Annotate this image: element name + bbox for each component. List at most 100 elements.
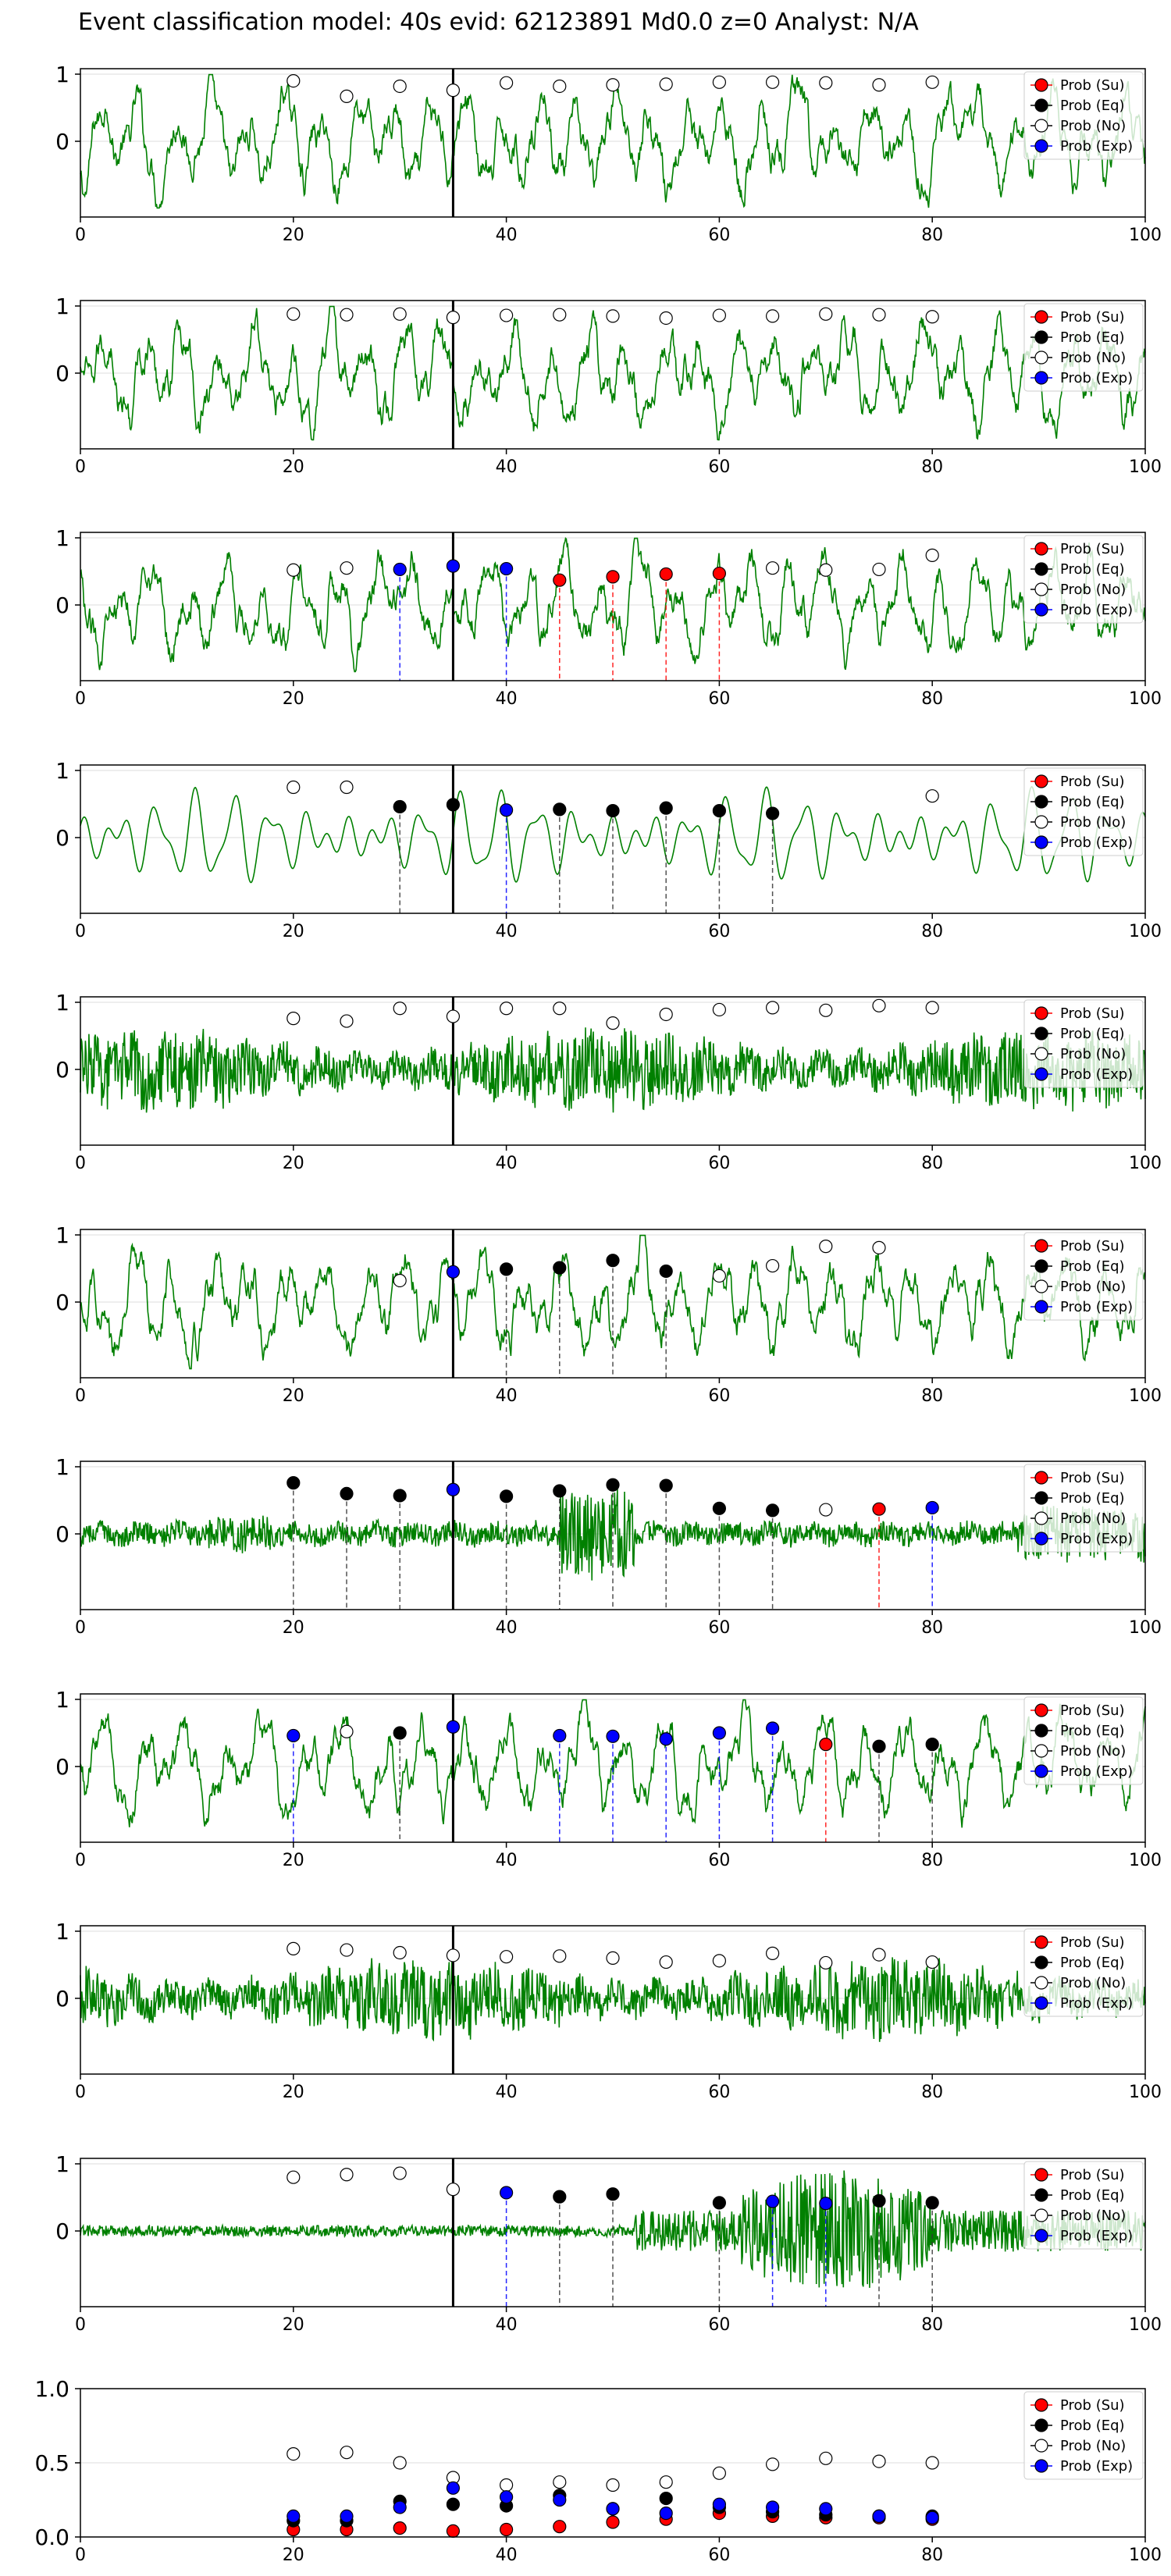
legend-label-exp: Prob (Exp) [1060, 1995, 1133, 2012]
legend-marker-exp [1034, 2229, 1048, 2243]
legend-label-su: Prob (Su) [1060, 1005, 1125, 1022]
legend-label-exp: Prob (Exp) [1060, 1531, 1133, 1547]
prob-marker-no [765, 561, 780, 575]
legend-label-su: Prob (Su) [1060, 309, 1125, 326]
legend-marker-eq [1034, 562, 1048, 576]
legend-marker-exp [1034, 2459, 1048, 2473]
xtick-label: 40 [496, 2546, 518, 2565]
prob-marker-no [872, 562, 886, 577]
prob-marker-no [499, 308, 514, 322]
legend-box [1023, 1696, 1144, 1785]
prob-marker-exp [712, 1726, 727, 1740]
legend-marker-eq [1034, 1026, 1048, 1041]
xtick-label: 100 [1129, 1618, 1162, 1638]
prob-marker-exp [499, 2186, 514, 2200]
xtick-label: 20 [283, 1386, 304, 1406]
ytick-label: 0 [55, 1057, 69, 1083]
prob-marker-exp [499, 561, 514, 576]
prob-marker-su [872, 1502, 886, 1516]
prob-marker-no [553, 308, 567, 322]
prob-marker-no [287, 1941, 301, 1955]
xtick-label: 80 [921, 689, 943, 709]
xtick-label: 100 [1129, 689, 1162, 709]
xtick-label: 100 [1129, 1851, 1162, 1870]
legend-marker-su [1034, 1239, 1048, 1253]
prob-marker-eq [925, 1738, 939, 1752]
legend-label-eq: Prob (Eq) [1060, 794, 1125, 810]
prob-marker-no [340, 89, 354, 103]
legend-marker-eq [1034, 98, 1048, 112]
legend-marker-su [1034, 2398, 1048, 2412]
legend-label-eq: Prob (Eq) [1060, 1490, 1125, 1507]
xtick-label: 20 [283, 1851, 304, 1870]
axes-frame [80, 1925, 1146, 2075]
mean-marker-su [553, 2520, 567, 2534]
prob-marker-exp [499, 803, 514, 817]
legend-marker-su [1034, 2168, 1048, 2182]
prob-marker-eq [393, 799, 407, 814]
mean-marker-exp [553, 2492, 567, 2507]
xtick-label: 100 [1129, 2083, 1162, 2102]
legend-label-eq: Prob (Eq) [1060, 98, 1125, 114]
prob-marker-no [340, 308, 354, 322]
prob-marker-su [606, 570, 620, 584]
prob-marker-no [287, 563, 301, 577]
legend-label-su: Prob (Su) [1060, 541, 1125, 557]
legend-label-exp: Prob (Exp) [1060, 1299, 1133, 1315]
prob-marker-eq [446, 798, 461, 812]
prob-marker-no [819, 1503, 833, 1517]
prob-marker-eq [712, 1501, 727, 1515]
prob-marker-eq [765, 1503, 780, 1517]
legend-marker-no [1034, 350, 1048, 365]
legend-marker-exp [1034, 139, 1048, 153]
prob-marker-no [553, 1949, 567, 1963]
prob-marker-no [446, 2183, 461, 2197]
xtick-label: 20 [283, 2315, 304, 2335]
legend-label-su: Prob (Su) [1060, 1470, 1125, 1486]
prob-marker-no [925, 310, 939, 324]
xtick-label: 20 [283, 457, 304, 477]
mean-marker-exp [872, 2509, 886, 2523]
xtick-label: 80 [921, 2315, 943, 2335]
ytick-label: 1.0 [34, 2376, 69, 2402]
xtick-label: 100 [1129, 457, 1162, 477]
ytick-label: 0 [55, 825, 69, 851]
prob-marker-no [340, 561, 354, 575]
legend-marker-eq [1034, 1491, 1048, 1505]
xtick-label: 100 [1129, 2315, 1162, 2335]
legend-box [1023, 767, 1144, 856]
xtick-label: 40 [496, 457, 518, 477]
xtick-label: 80 [921, 457, 943, 477]
legend-label-no: Prob (No) [1060, 1743, 1126, 1759]
xtick-label: 60 [708, 2546, 730, 2565]
mean-marker-exp [819, 2502, 833, 2516]
legend-label-exp: Prob (Exp) [1060, 138, 1133, 155]
mean-probability-panel: 0.0 0.5 1.0 0 20 40 60 80 100 Prob (Su) Prob (Eq) P… [34, 2376, 1162, 2565]
prob-marker-no [446, 311, 461, 325]
ytick-label: 1 [55, 2151, 69, 2177]
xtick-label: 40 [496, 2083, 518, 2102]
xtick-label: 60 [708, 689, 730, 709]
prob-marker-eq [712, 2196, 727, 2210]
ytick-label: 1 [55, 1687, 69, 1713]
prob-marker-no [765, 309, 780, 323]
xtick-label: 100 [1129, 1154, 1162, 1173]
legend-marker-eq [1034, 330, 1048, 344]
prob-marker-no [606, 78, 620, 92]
prob-marker-no [287, 2170, 301, 2184]
prob-marker-no [606, 1016, 620, 1030]
prob-marker-exp [819, 2197, 833, 2211]
prob-marker-no [393, 1002, 407, 1016]
prob-marker-no [765, 75, 780, 89]
waveform-trace [80, 1957, 1146, 2042]
legend-label-eq: Prob (Eq) [1060, 1723, 1125, 1739]
legend-box [1023, 2161, 1144, 2250]
prob-marker-no [340, 2168, 354, 2182]
axes-frame [80, 2158, 1146, 2307]
xtick-label: 80 [921, 2083, 943, 2102]
prob-marker-no [499, 1002, 514, 1016]
